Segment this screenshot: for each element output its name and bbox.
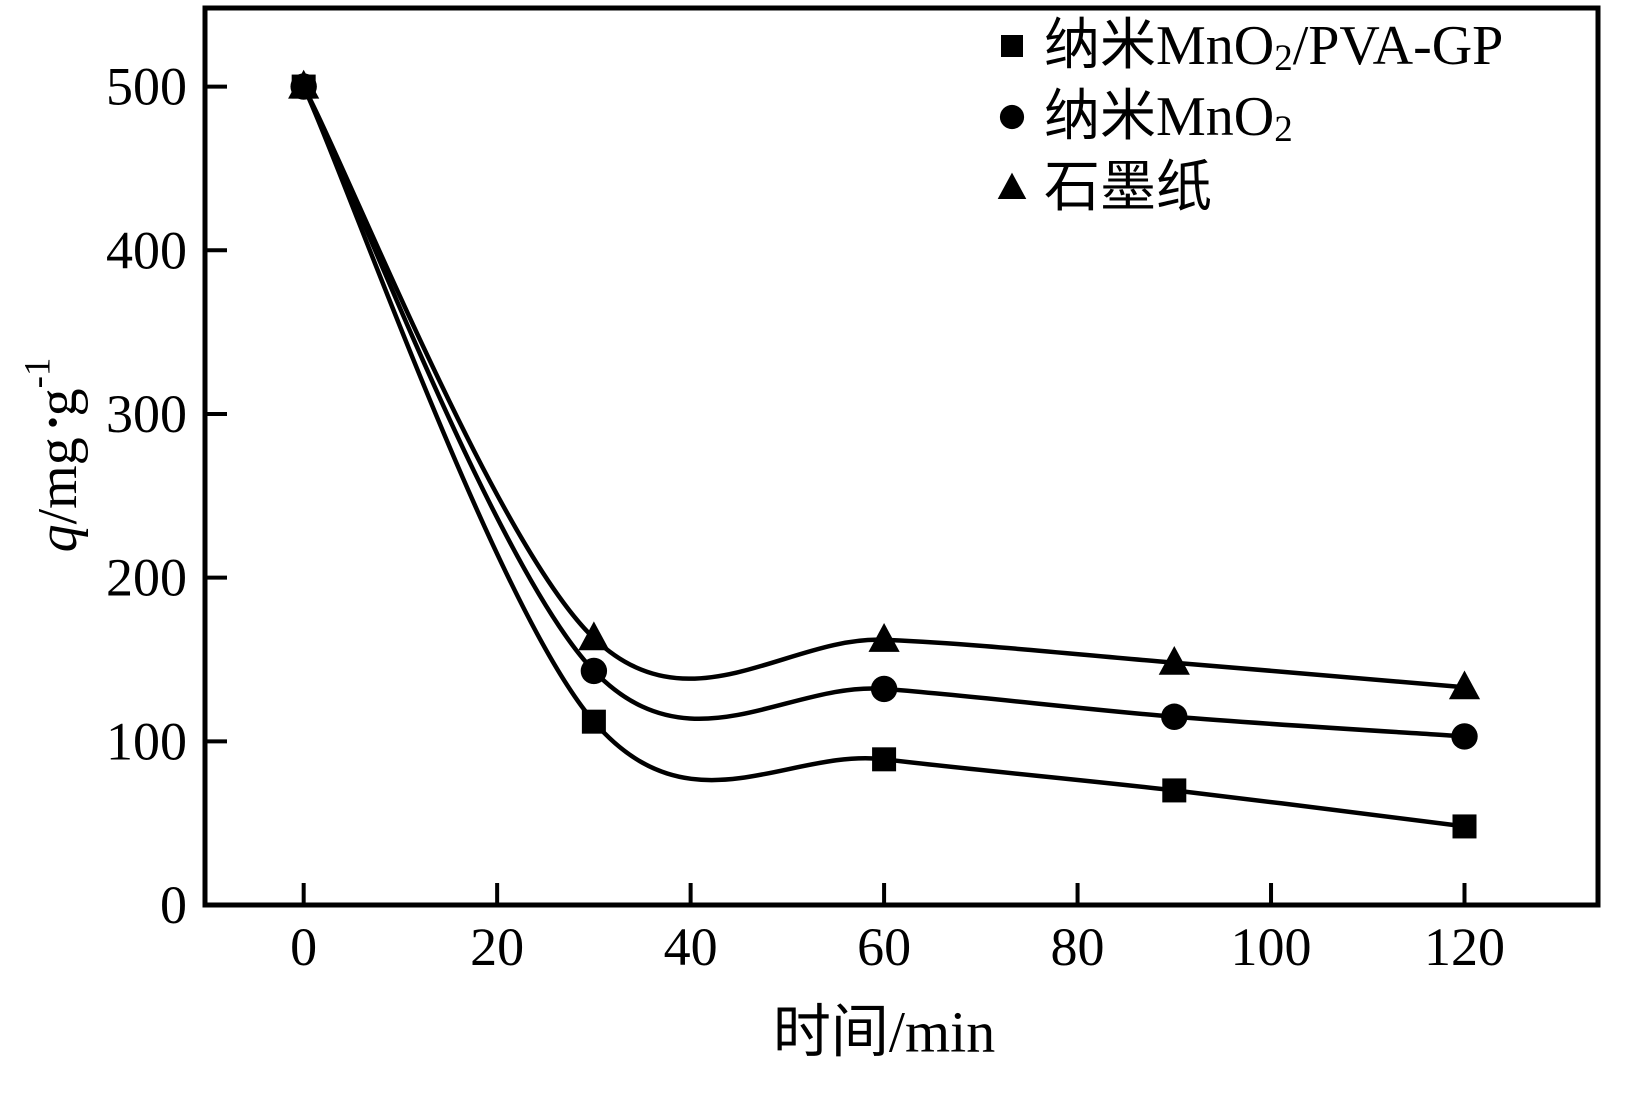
square-marker [1162,778,1187,803]
square-marker [581,709,606,734]
plot-border [202,5,1601,908]
circle-marker [1451,723,1478,750]
circle-marker [870,675,898,703]
series-line-1 [301,85,1465,739]
square-marker [872,747,897,772]
series-line-2 [301,85,1465,690]
y-axis-label: q/mg •g-1 [16,358,89,553]
x-tick-label: 80 [1051,917,1105,977]
x-tick-label: 120 [1424,917,1505,977]
square-marker [1452,814,1477,839]
legend-item-1: 纳米MnO2 [999,86,1293,149]
x-tick-label: 60 [857,917,911,977]
x-axis-label: 时间/min [773,1000,995,1065]
legend-item-0: 纳米MnO2/PVA-GP [1001,15,1503,78]
series-line-0 [301,85,1465,829]
y-tick-label: 400 [106,220,187,280]
circle-marker [580,657,608,685]
y-axis: 0 100 200 300 400 500 [106,57,227,935]
x-tick-label: 100 [1231,917,1312,977]
legend: 纳米MnO2/PVA-GP 纳米MnO2 石墨纸 [997,15,1503,219]
legend-triangle-marker [997,172,1027,199]
triangle-marker [868,623,900,652]
x-tick-label: 0 [290,917,317,977]
y-tick-label: 500 [106,57,187,117]
x-tick-label: 40 [664,917,718,977]
circle-marker [1161,703,1188,730]
legend-item-2: 石墨纸 [997,157,1212,219]
legend-label-1: 纳米MnO2 [1044,86,1293,149]
y-tick-label: 200 [106,548,187,608]
triangle-marker [1448,670,1481,700]
x-axis: 0 20 40 60 80 100 120 [290,883,1505,977]
y-tick-label: 300 [106,384,187,444]
y-tick-label: 0 [160,875,187,935]
legend-label-2: 石墨纸 [1044,157,1212,219]
legend-circle-marker [999,104,1025,130]
series-markers-2 [288,69,1481,700]
triangle-marker [578,621,610,651]
triangle-marker [1158,645,1190,675]
y-tick-label: 100 [106,711,187,771]
triangle-marker [288,69,320,99]
legend-label-0: 纳米MnO2/PVA-GP [1044,15,1503,78]
x-tick-label: 20 [470,917,524,977]
legend-square-marker [1001,35,1023,57]
